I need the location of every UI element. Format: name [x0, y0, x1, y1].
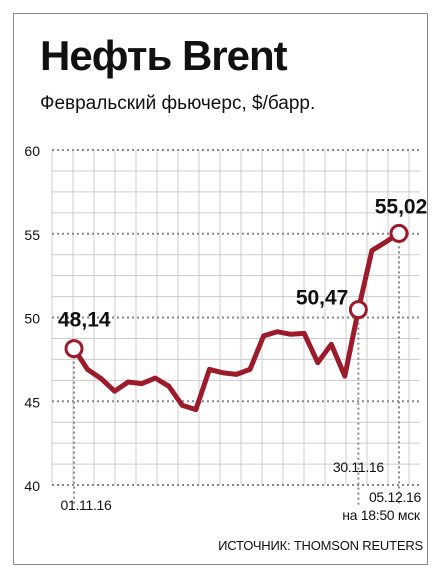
y-tick-label: 55 [24, 227, 40, 243]
series-line [71, 230, 402, 413]
data-label: 50,47 [296, 287, 349, 310]
x-tick-label: 30.11.16 [333, 459, 385, 475]
source-note: ИСТОЧНИК: THOMSON REUTERS [218, 538, 423, 553]
data-point-marker [64, 339, 84, 359]
data-label: 55,02 [375, 195, 428, 218]
x-tick-label: 05.12.16 [369, 489, 422, 505]
data-label: 48,14 [58, 309, 111, 332]
y-tick-label: 40 [24, 478, 40, 494]
data-point-marker [389, 223, 409, 243]
y-axis-ticks: 40 45 50 55 60 [24, 143, 40, 494]
chart-subtitle: Февральский фьючерс, $/барр. [40, 93, 316, 114]
x-axis-labels: 01.11.16 30.11.16 05.12.16 на 18:50 мск [60, 459, 421, 523]
data-annotations: 48,14 50,47 55,02 [58, 195, 428, 359]
x-tick-label: 01.11.16 [60, 497, 112, 513]
data-point-marker [348, 300, 368, 320]
y-tick-label: 60 [24, 143, 40, 159]
data-series [71, 230, 402, 413]
y-tick-label: 45 [24, 394, 40, 410]
chart-title: Нефть Brent [40, 32, 288, 79]
y-tick-label: 50 [24, 311, 40, 327]
x-tick-sublabel: на 18:50 мск [342, 507, 421, 523]
chart-frame [13, 13, 428, 565]
chart-grid [51, 149, 420, 505]
